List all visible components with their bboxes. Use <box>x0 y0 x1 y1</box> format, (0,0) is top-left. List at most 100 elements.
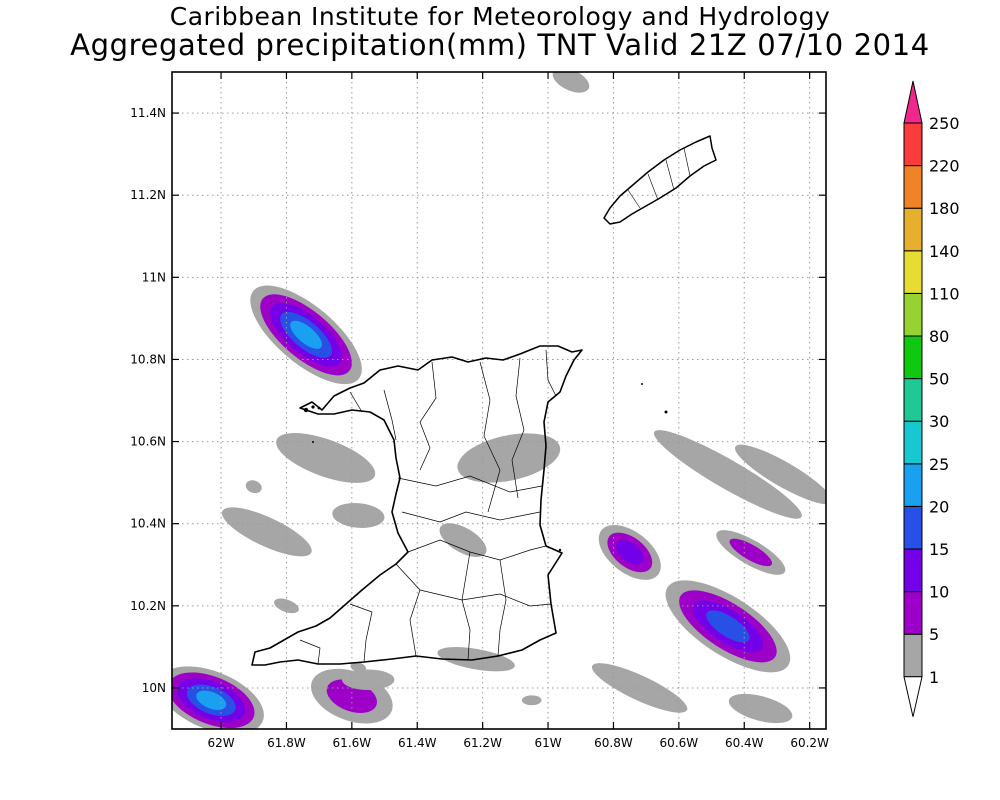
precip-contour-10 <box>729 538 773 567</box>
precip-region <box>728 693 793 724</box>
colorbar-bin <box>903 122 923 167</box>
colorbar-bin <box>903 505 923 550</box>
precip-contour-5 <box>245 480 262 494</box>
colorbar-label: 220 <box>929 157 960 176</box>
colorbar-bin <box>903 463 923 507</box>
precip-region <box>598 525 661 580</box>
colorbar-bin <box>903 207 923 252</box>
trinidad-island <box>251 345 583 666</box>
colorbar-bin <box>903 250 923 294</box>
precip-region <box>457 433 561 483</box>
precip-region <box>734 444 826 505</box>
precip-region <box>342 669 395 690</box>
precip-region <box>716 530 786 575</box>
tobago-boundaries <box>627 147 691 209</box>
colorbar-bin <box>903 165 923 209</box>
lat-tick-label: 10.2N <box>130 599 166 613</box>
precip-contour-5 <box>734 444 826 505</box>
precip-region <box>552 72 590 93</box>
colorbar-bin <box>903 633 923 678</box>
lat-tick-label: 11.2N <box>130 188 166 202</box>
precip-region <box>245 480 262 494</box>
lon-tick-label: 61.6W <box>333 736 372 750</box>
precip-region <box>250 285 362 385</box>
lon-tick-label: 60.4W <box>725 736 764 750</box>
colorbar-label: 1 <box>929 668 939 687</box>
colorbar-label: 15 <box>929 540 949 559</box>
lat-tick-label: 11N <box>142 270 166 284</box>
islets <box>303 383 668 552</box>
precip-contour-5 <box>332 502 385 528</box>
precip-contour-5 <box>521 695 542 706</box>
colorbar-bin <box>903 591 923 635</box>
lon-tick-label: 60.6W <box>660 736 699 750</box>
precip-contour-5 <box>457 433 561 483</box>
lon-tick-label: 61.8W <box>267 736 306 750</box>
lon-tick-label: 61.4W <box>398 736 437 750</box>
precip-region <box>276 433 376 483</box>
precip-region <box>439 523 487 557</box>
precip-contour-15 <box>616 540 644 565</box>
colorbar-label: 20 <box>929 497 949 516</box>
colorbar-label: 50 <box>929 370 949 389</box>
lon-tick-label: 60.8W <box>594 736 633 750</box>
precip-contour-5 <box>439 523 487 557</box>
lon-tick-label: 61.2W <box>463 736 502 750</box>
colorbar-label: 80 <box>929 327 949 346</box>
precip-contour-5 <box>591 663 688 713</box>
lat-tick-label: 10.6N <box>130 435 166 449</box>
precip-contour-5 <box>276 433 376 483</box>
precip-region <box>273 598 299 614</box>
colorbar-label: 30 <box>929 412 949 431</box>
coastline-layer <box>251 135 717 666</box>
precip-region <box>521 695 542 706</box>
precip-contour-25 <box>196 690 227 710</box>
lon-tick-label: 60.2W <box>790 736 829 750</box>
tobago-island <box>603 135 717 225</box>
precip-contour-5 <box>221 507 312 557</box>
precip-contour-5 <box>653 430 802 519</box>
colorbar-bin <box>903 378 923 422</box>
colorbar-label: 250 <box>929 114 960 133</box>
lon-tick-label: 61W <box>534 736 561 750</box>
colorbar-label: 5 <box>929 625 939 644</box>
precip-region <box>221 507 312 557</box>
plot-frame <box>171 71 827 730</box>
precip-contour-20 <box>706 610 750 643</box>
trinidad-boundaries <box>299 349 557 665</box>
colorbar-bin <box>903 335 923 380</box>
precip-contour-5 <box>481 26 551 76</box>
colorbar-label: 140 <box>929 242 960 261</box>
precip-region <box>653 430 802 519</box>
title-line-2: Aggregated precipitation(mm) TNT Valid 2… <box>70 28 930 62</box>
colorbar-bin <box>903 292 923 337</box>
precip-region <box>332 502 385 528</box>
precip-region <box>172 666 264 729</box>
precip-contour-5 <box>728 693 793 724</box>
precip-region <box>481 26 551 76</box>
precip-contour-5 <box>552 72 590 93</box>
colorbar-label: 110 <box>929 284 960 303</box>
lat-tick-label: 10.8N <box>130 352 166 366</box>
precip-region <box>591 663 688 713</box>
colorbar-top-arrow <box>903 80 923 124</box>
title-line-1: Caribbean Institute for Meteorology and … <box>169 2 831 31</box>
lon-tick-label: 62W <box>207 736 234 750</box>
precip-region <box>665 580 791 673</box>
colorbar-bin <box>903 548 923 593</box>
colorbar-bin <box>903 420 923 465</box>
grid-lines <box>172 72 826 729</box>
colorbar-label: 180 <box>929 199 960 218</box>
colorbar-label: 25 <box>929 455 949 474</box>
colorbar-bottom-arrow <box>903 676 923 717</box>
lat-tick-label: 10.4N <box>130 517 166 531</box>
colorbar-label: 10 <box>929 583 949 602</box>
precip-contour-25 <box>290 320 322 349</box>
precip-contour-5 <box>273 598 299 614</box>
lat-tick-label: 11.4N <box>130 106 166 120</box>
lat-tick-label: 10N <box>142 681 166 695</box>
precipitation-layer <box>172 26 826 729</box>
axis-ticks: 10N 10.2N 10.4N 10.6N 10.8N 11N 11.2N 11.4N 62W 6… <box>130 72 829 750</box>
